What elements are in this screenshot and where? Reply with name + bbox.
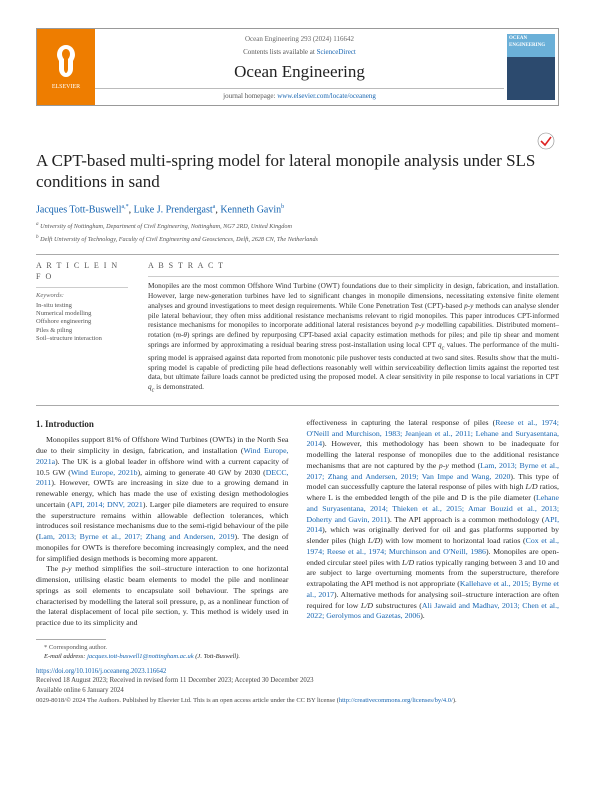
rule: [36, 254, 559, 255]
homepage-line: journal homepage: www.elsevier.com/locat…: [95, 88, 504, 101]
footer-separator: [36, 639, 106, 640]
affil-b-text: Delft University of Technology, Faculty …: [40, 236, 318, 243]
doi-link[interactable]: https://doi.org/10.1016/j.oceaneng.2023.…: [36, 668, 166, 675]
license-line: 0029-8018/© 2024 The Authors. Published …: [36, 697, 559, 706]
affil-a: a University of Nottingham, Department o…: [36, 221, 559, 231]
keyword-5: Soil–structure interaction: [36, 335, 128, 343]
sciencedirect-link[interactable]: ScienceDirect: [317, 48, 356, 56]
email-line: E-mail address: jacques.tott-buswell1@no…: [44, 653, 559, 662]
copyright-end: ).: [453, 697, 457, 704]
cover-thumbnail: OCEAN ENGINEERING: [504, 29, 558, 105]
journal-name: Ocean Engineering: [234, 61, 365, 84]
intro-p2: The p-y method simplifies the soil–struc…: [36, 564, 289, 629]
cc-link[interactable]: http://creativecommons.org/licenses/by/4…: [339, 697, 453, 704]
homepage-link[interactable]: www.elsevier.com/locate/oceaneng: [277, 92, 376, 100]
intro-p1: Monopiles support 81% of Offshore Wind T…: [36, 435, 289, 564]
affil-mark-a: a: [36, 221, 39, 227]
body-columns: 1. Introduction Monopiles support 81% of…: [36, 418, 559, 629]
corresponding-author: * Corresponding author.: [44, 644, 559, 653]
history: Received 18 August 2023; Received in rev…: [36, 677, 314, 684]
affil-mark-b: b: [36, 234, 39, 240]
abstract: A B S T R A C T Monopiles are the most c…: [148, 261, 559, 395]
contents-prefix: Contents lists available at: [243, 48, 317, 56]
authors: Jacques Tott-Buswella,*, Luke J. Prender…: [36, 203, 559, 217]
homepage-prefix: journal homepage:: [223, 92, 277, 100]
abstract-title: A B S T R A C T: [148, 261, 559, 272]
column-left: 1. Introduction Monopiles support 81% of…: [36, 418, 289, 629]
author-3[interactable]: Kenneth Gavin: [220, 204, 281, 215]
elsevier-logo: ELSEVIER: [37, 29, 95, 105]
article-info: A R T I C L E I N F O Keywords: In-situ …: [36, 261, 128, 395]
email-label: E-mail address:: [44, 653, 87, 660]
keyword-3: Offshore engineering: [36, 318, 128, 326]
paper-title: A CPT-based multi-spring model for later…: [36, 150, 559, 193]
article-info-title: A R T I C L E I N F O: [36, 261, 128, 283]
available-online: Available online 6 January 2024: [36, 687, 124, 694]
copyright-text: 0029-8018/© 2024 The Authors. Published …: [36, 697, 339, 704]
author-1-marks: a,*: [122, 204, 129, 210]
author-1[interactable]: Jacques Tott-Buswell: [36, 204, 122, 215]
affil-a-text: University of Nottingham, Department of …: [40, 223, 292, 230]
section-1-heading: 1. Introduction: [36, 418, 289, 430]
bibline: Ocean Engineering 293 (2024) 116642: [245, 35, 354, 44]
cover-label: OCEAN ENGINEERING: [509, 36, 555, 50]
journal-header: ELSEVIER Ocean Engineering 293 (2024) 11…: [36, 28, 559, 106]
column-right: effectiveness in capturing the lateral r…: [307, 418, 560, 629]
affiliations: a University of Nottingham, Department o…: [36, 221, 559, 244]
abstract-body: Monopiles are the most common Offshore W…: [148, 281, 559, 395]
email-suffix: (J. Tott-Buswell).: [194, 653, 240, 660]
doi-block: https://doi.org/10.1016/j.oceaneng.2023.…: [36, 667, 559, 695]
keyword-2: Numerical modelling: [36, 310, 128, 318]
author-2[interactable]: Luke J. Prendergast: [134, 204, 213, 215]
rule: [36, 405, 559, 406]
keywords-label: Keywords:: [36, 292, 128, 301]
intro-p3: effectiveness in capturing the lateral r…: [307, 418, 560, 622]
contents-line: Contents lists available at ScienceDirec…: [243, 48, 356, 57]
author-3-marks: b: [281, 204, 284, 210]
elsevier-text: ELSEVIER: [52, 83, 80, 91]
meta-row: A R T I C L E I N F O Keywords: In-situ …: [36, 261, 559, 395]
email-link[interactable]: jacques.tott-buswell1@nottingham.ac.uk: [87, 653, 194, 660]
affil-b: b Delft University of Technology, Facult…: [36, 234, 559, 244]
crossmark-icon[interactable]: [537, 132, 555, 150]
keyword-1: In-situ testing: [36, 302, 128, 310]
header-center: Ocean Engineering 293 (2024) 116642 Cont…: [95, 29, 504, 105]
keyword-4: Piles & piling: [36, 327, 128, 335]
